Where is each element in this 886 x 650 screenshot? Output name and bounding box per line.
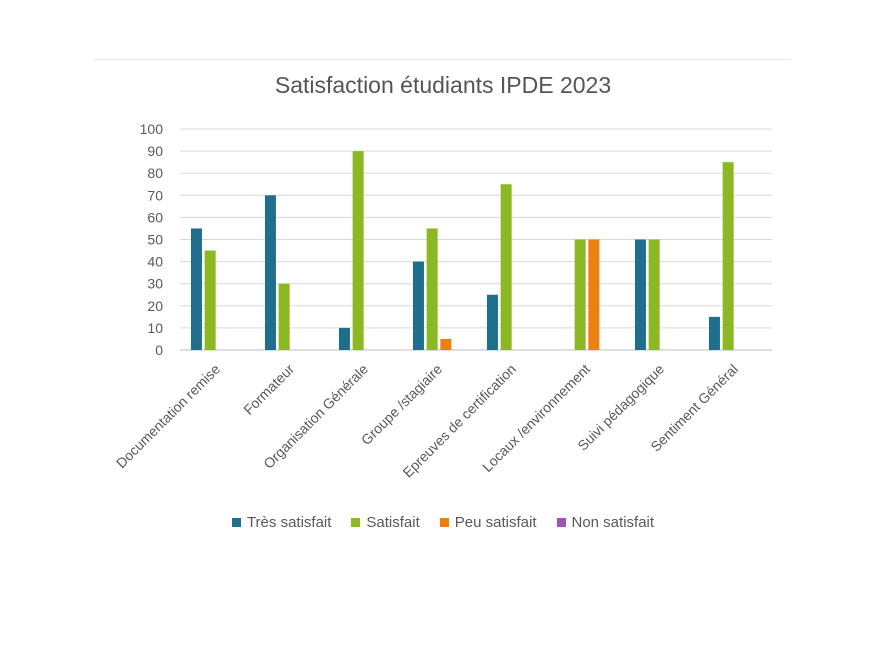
bar: [204, 250, 216, 350]
bar: [708, 316, 720, 350]
legend-label: Peu satisfait: [454, 514, 537, 531]
legend-item: Peu satisfait: [439, 514, 537, 531]
legend-label: Non satisfait: [571, 514, 655, 531]
y-tick-label: 50: [147, 232, 163, 248]
bar: [338, 327, 350, 350]
y-tick-label: 0: [155, 342, 163, 358]
legend-label: Très satisfait: [246, 514, 332, 531]
legend-item: Satisfait: [351, 514, 420, 531]
y-tick-label: 40: [147, 254, 163, 270]
bar: [278, 283, 290, 350]
bar: [486, 294, 498, 350]
legend-swatch: [556, 518, 566, 527]
bar: [426, 228, 438, 350]
bar: [264, 195, 276, 350]
bar: [722, 162, 734, 350]
y-tick-label: 60: [147, 209, 163, 225]
y-tick-label: 30: [147, 276, 163, 292]
x-category-label: Documentation remise: [113, 361, 224, 472]
bar: [440, 338, 452, 350]
bar: [412, 261, 424, 350]
legend-item: Non satisfait: [556, 514, 655, 531]
legend-swatch: [351, 518, 361, 527]
y-tick-label: 20: [147, 298, 163, 314]
chart-title: Satisfaction étudiants IPDE 2023: [274, 72, 612, 98]
x-category-label: Groupe /stagiaire: [358, 361, 445, 448]
y-tick-label: 90: [147, 143, 163, 159]
bar: [190, 228, 202, 350]
y-tick-label: 70: [147, 187, 163, 203]
chart-frame-line: [93, 59, 791, 60]
y-tick-label: 80: [147, 165, 163, 181]
y-tick-label: 10: [147, 320, 163, 336]
legend: Très satisfait Satisfait Peu satisfait Non …: [0, 514, 886, 531]
legend-item: Très satisfait: [231, 514, 332, 531]
legend-swatch: [439, 518, 449, 527]
bar: [588, 239, 600, 350]
bar: [500, 184, 512, 350]
legend-swatch: [231, 518, 241, 527]
legend-label: Satisfait: [366, 514, 420, 531]
bar: [634, 239, 646, 350]
y-tick-label: 100: [140, 121, 164, 137]
bar: [574, 239, 586, 350]
bar: [352, 151, 364, 350]
x-category-label: Formateur: [240, 361, 297, 418]
bar: [648, 239, 660, 350]
